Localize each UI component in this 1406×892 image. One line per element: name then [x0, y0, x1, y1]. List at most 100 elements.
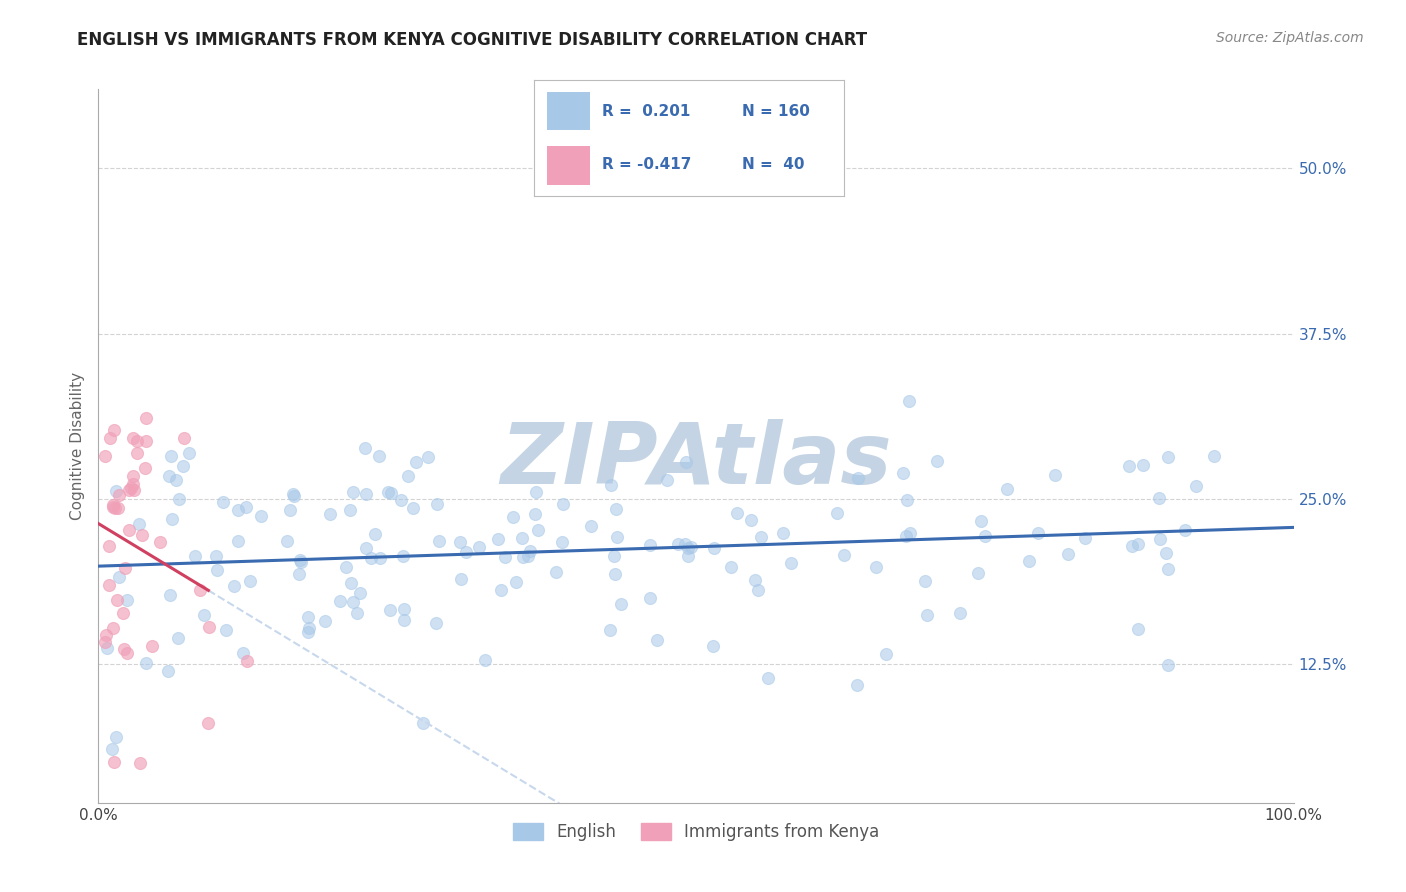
- Point: [527, 523, 550, 537]
- Point: [122, 469, 145, 483]
- Point: [449, 534, 471, 549]
- Text: ENGLISH VS IMMIGRANTS FROM KENYA COGNITIVE DISABILITY CORRELATION CHART: ENGLISH VS IMMIGRANTS FROM KENYA COGNITI…: [77, 31, 868, 49]
- Point: [226, 503, 249, 517]
- Point: [392, 549, 415, 563]
- Point: [368, 551, 391, 566]
- Point: [160, 512, 183, 526]
- Point: [897, 393, 920, 408]
- Point: [354, 487, 377, 501]
- Point: [283, 489, 305, 503]
- Point: [156, 665, 179, 679]
- Point: [609, 598, 631, 612]
- Point: [896, 493, 918, 508]
- Point: [104, 731, 127, 745]
- Point: [551, 535, 574, 549]
- Point: [606, 530, 628, 544]
- Point: [1157, 450, 1180, 465]
- Point: [780, 557, 803, 571]
- Point: [673, 537, 696, 551]
- Point: [703, 541, 725, 555]
- Point: [120, 481, 142, 495]
- Point: [581, 519, 603, 533]
- Point: [101, 500, 124, 514]
- Point: [948, 606, 970, 620]
- Point: [1149, 533, 1171, 547]
- Point: [995, 482, 1018, 496]
- Point: [494, 549, 516, 564]
- Point: [157, 469, 180, 483]
- Point: [363, 526, 385, 541]
- Point: [96, 640, 118, 655]
- Point: [115, 593, 138, 607]
- Point: [1043, 467, 1066, 482]
- Point: [966, 566, 988, 580]
- Point: [367, 449, 389, 463]
- Point: [605, 501, 627, 516]
- Point: [396, 469, 419, 483]
- Point: [100, 741, 122, 756]
- Point: [360, 551, 382, 566]
- Point: [96, 628, 118, 642]
- Point: [114, 561, 136, 575]
- Point: [159, 588, 181, 602]
- Point: [173, 431, 195, 445]
- Point: [418, 450, 440, 465]
- Point: [474, 653, 496, 667]
- Text: ZIPAtlas: ZIPAtlas: [501, 418, 891, 502]
- Point: [865, 559, 887, 574]
- Point: [675, 455, 697, 469]
- Point: [427, 533, 450, 548]
- Point: [740, 513, 762, 527]
- Point: [772, 525, 794, 540]
- Point: [412, 715, 434, 730]
- Point: [925, 454, 948, 468]
- Point: [973, 529, 995, 543]
- Point: [450, 572, 472, 586]
- Point: [103, 755, 125, 769]
- Point: [519, 544, 541, 558]
- Point: [1157, 562, 1180, 576]
- FancyBboxPatch shape: [547, 146, 591, 185]
- Point: [657, 473, 679, 487]
- Point: [1121, 539, 1143, 553]
- Point: [122, 431, 145, 445]
- Point: [235, 500, 257, 514]
- Point: [969, 514, 991, 528]
- Point: [97, 539, 120, 553]
- Point: [1028, 526, 1050, 541]
- Point: [720, 560, 742, 574]
- Point: [744, 573, 766, 587]
- Point: [342, 485, 364, 500]
- Point: [702, 640, 724, 654]
- Point: [205, 549, 228, 563]
- Point: [340, 576, 363, 591]
- Point: [131, 528, 153, 542]
- Point: [205, 563, 228, 577]
- Point: [339, 503, 361, 517]
- Point: [278, 503, 301, 517]
- Point: [512, 531, 534, 545]
- Point: [177, 446, 200, 460]
- Point: [167, 631, 190, 645]
- Text: Source: ZipAtlas.com: Source: ZipAtlas.com: [1216, 31, 1364, 45]
- Point: [599, 623, 621, 637]
- Point: [524, 507, 547, 521]
- Point: [1074, 531, 1097, 545]
- Point: [676, 549, 699, 564]
- Point: [679, 540, 702, 554]
- Point: [602, 549, 624, 564]
- Point: [118, 523, 141, 537]
- Point: [128, 756, 150, 771]
- Point: [756, 671, 779, 685]
- Text: R = -0.417: R = -0.417: [602, 157, 692, 172]
- Point: [197, 715, 219, 730]
- Point: [599, 477, 621, 491]
- Point: [845, 678, 868, 692]
- Point: [894, 528, 917, 542]
- Text: N =  40: N = 40: [741, 157, 804, 172]
- Point: [105, 592, 128, 607]
- Point: [502, 509, 524, 524]
- Point: [1174, 523, 1197, 537]
- Point: [105, 484, 128, 499]
- Point: [287, 566, 309, 581]
